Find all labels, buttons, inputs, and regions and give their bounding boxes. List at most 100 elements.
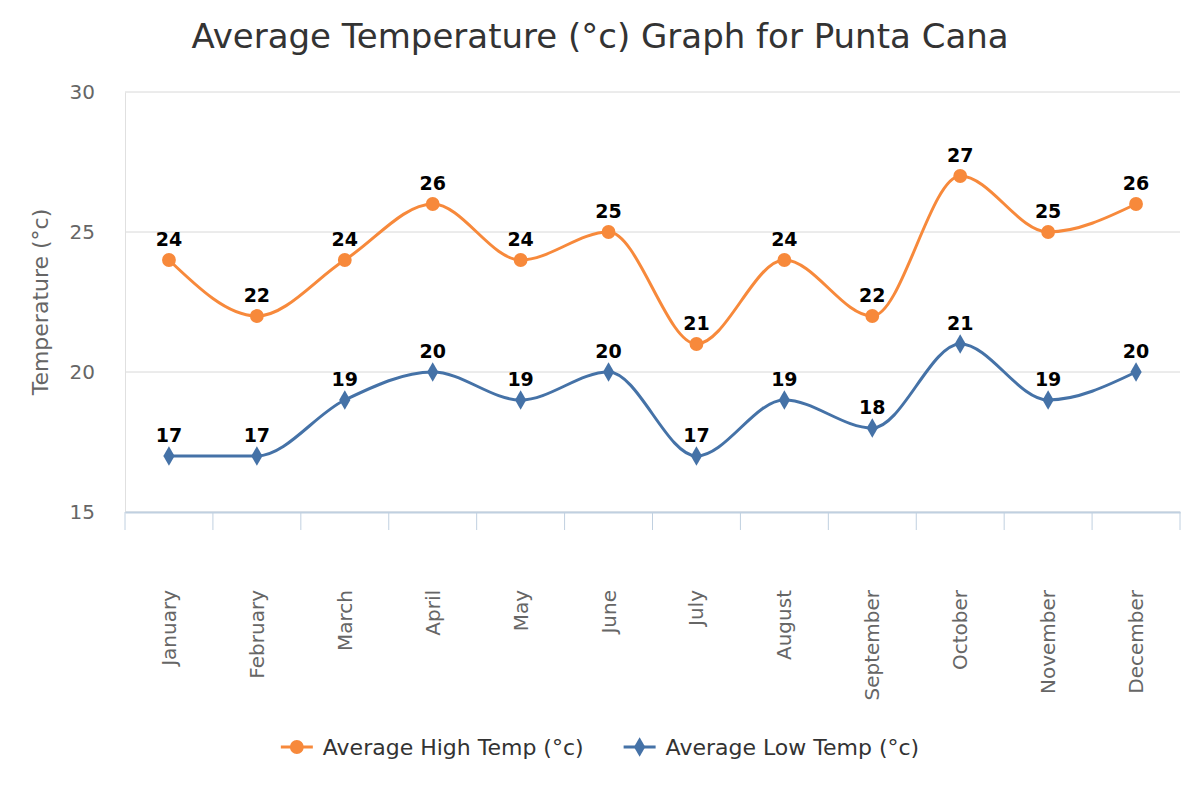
x-tick: June	[597, 512, 621, 636]
point	[162, 253, 176, 267]
data-label: 20	[419, 340, 445, 362]
series-line	[169, 344, 1136, 456]
x-tick-label: June	[597, 590, 621, 636]
point	[602, 225, 616, 239]
data-label: 24	[771, 228, 797, 250]
x-divider	[1004, 512, 1005, 530]
y-tick-label: 20	[70, 360, 95, 384]
data-label: 17	[244, 424, 270, 446]
point	[514, 253, 528, 267]
data-label: 20	[1123, 340, 1149, 362]
point	[603, 362, 614, 382]
grid-line	[125, 372, 1180, 373]
x-tick-label: July	[684, 590, 708, 628]
data-labels: 2422242624252124222725261717192019201719…	[156, 144, 1150, 446]
x-tick-label: February	[245, 590, 269, 679]
x-tick: May	[509, 512, 533, 631]
legend-marker	[290, 740, 304, 754]
point	[339, 390, 350, 410]
data-label: 25	[595, 200, 621, 222]
x-tick: March	[333, 512, 357, 651]
data-label: 19	[771, 368, 797, 390]
point	[691, 446, 702, 466]
legend-label: Average High Temp (°c)	[323, 735, 584, 760]
data-label: 17	[156, 424, 182, 446]
x-tick: November	[1036, 512, 1060, 694]
legend-marker	[634, 737, 645, 757]
data-label: 24	[156, 228, 182, 250]
x-tick: July	[684, 512, 708, 628]
point	[338, 253, 352, 267]
title: Average Temperature (°c) Graph for Punta…	[191, 16, 1008, 56]
x-tick-label: October	[948, 589, 972, 670]
data-label: 22	[859, 284, 885, 306]
chart: Average Temperature (°c) Graph for Punta…	[0, 0, 1200, 800]
point	[779, 390, 790, 410]
x-divider	[564, 512, 565, 530]
x-tick-label: March	[333, 590, 357, 651]
plot-area	[162, 169, 1143, 466]
data-label: 22	[244, 284, 270, 306]
x-tick: September	[860, 512, 884, 701]
x-divider	[388, 512, 389, 530]
point	[427, 362, 438, 382]
point	[163, 446, 174, 466]
x-axis: January February March April May June July Augu…	[125, 512, 1181, 701]
x-tick-label: January	[157, 590, 181, 668]
x-tick: February	[245, 512, 269, 679]
data-label: 25	[1035, 200, 1061, 222]
x-tick: October	[948, 512, 972, 670]
y-tick: 30	[70, 80, 125, 104]
grid-line	[125, 92, 1180, 93]
data-label: 19	[1035, 368, 1061, 390]
x-tick-label: November	[1036, 589, 1060, 694]
x-divider	[740, 512, 741, 530]
x-divider	[300, 512, 301, 530]
x-tick-label: December	[1124, 589, 1148, 693]
x-tick-label: August	[772, 590, 796, 660]
data-label: 19	[507, 368, 533, 390]
point	[865, 309, 879, 323]
x-divider	[1180, 512, 1181, 530]
grid-line	[125, 232, 1180, 233]
data-label: 17	[683, 424, 709, 446]
x-tick: April	[421, 512, 445, 636]
x-divider	[212, 512, 213, 530]
data-label: 21	[683, 312, 709, 334]
x-divider	[828, 512, 829, 530]
point	[1130, 362, 1141, 382]
series-line	[169, 176, 1136, 344]
legend-item: Average Low Temp (°c)	[624, 735, 920, 760]
y-axis-title: Temperature (°c)	[28, 209, 53, 397]
grid	[125, 92, 1180, 512]
data-label: 24	[332, 228, 358, 250]
legend-label: Average Low Temp (°c)	[666, 735, 920, 760]
point	[953, 169, 967, 183]
y-tick-label: 25	[70, 220, 95, 244]
y-axis-line	[125, 93, 126, 513]
data-label: 21	[947, 312, 973, 334]
data-label: 27	[947, 144, 973, 166]
point	[1042, 390, 1053, 410]
data-label: 26	[1123, 172, 1149, 194]
y-tick-label: 15	[70, 500, 95, 524]
point	[955, 334, 966, 354]
x-divider	[916, 512, 917, 530]
point	[515, 390, 526, 410]
x-divider	[476, 512, 477, 530]
x-tick-label: September	[860, 589, 884, 700]
x-tick: August	[772, 512, 796, 660]
point	[690, 337, 704, 351]
y-tick: 25	[70, 220, 125, 244]
data-label: 18	[859, 396, 885, 418]
x-tick: January	[157, 512, 181, 668]
point	[250, 309, 264, 323]
x-divider	[1092, 512, 1093, 530]
y-tick-label: 30	[70, 80, 95, 104]
x-dividers	[125, 512, 1180, 530]
point	[1129, 197, 1143, 211]
x-tick-label: May	[509, 590, 533, 632]
legend-item: Average High Temp (°c)	[281, 735, 584, 760]
x-tick: December	[1124, 512, 1148, 694]
x-divider	[125, 512, 126, 530]
